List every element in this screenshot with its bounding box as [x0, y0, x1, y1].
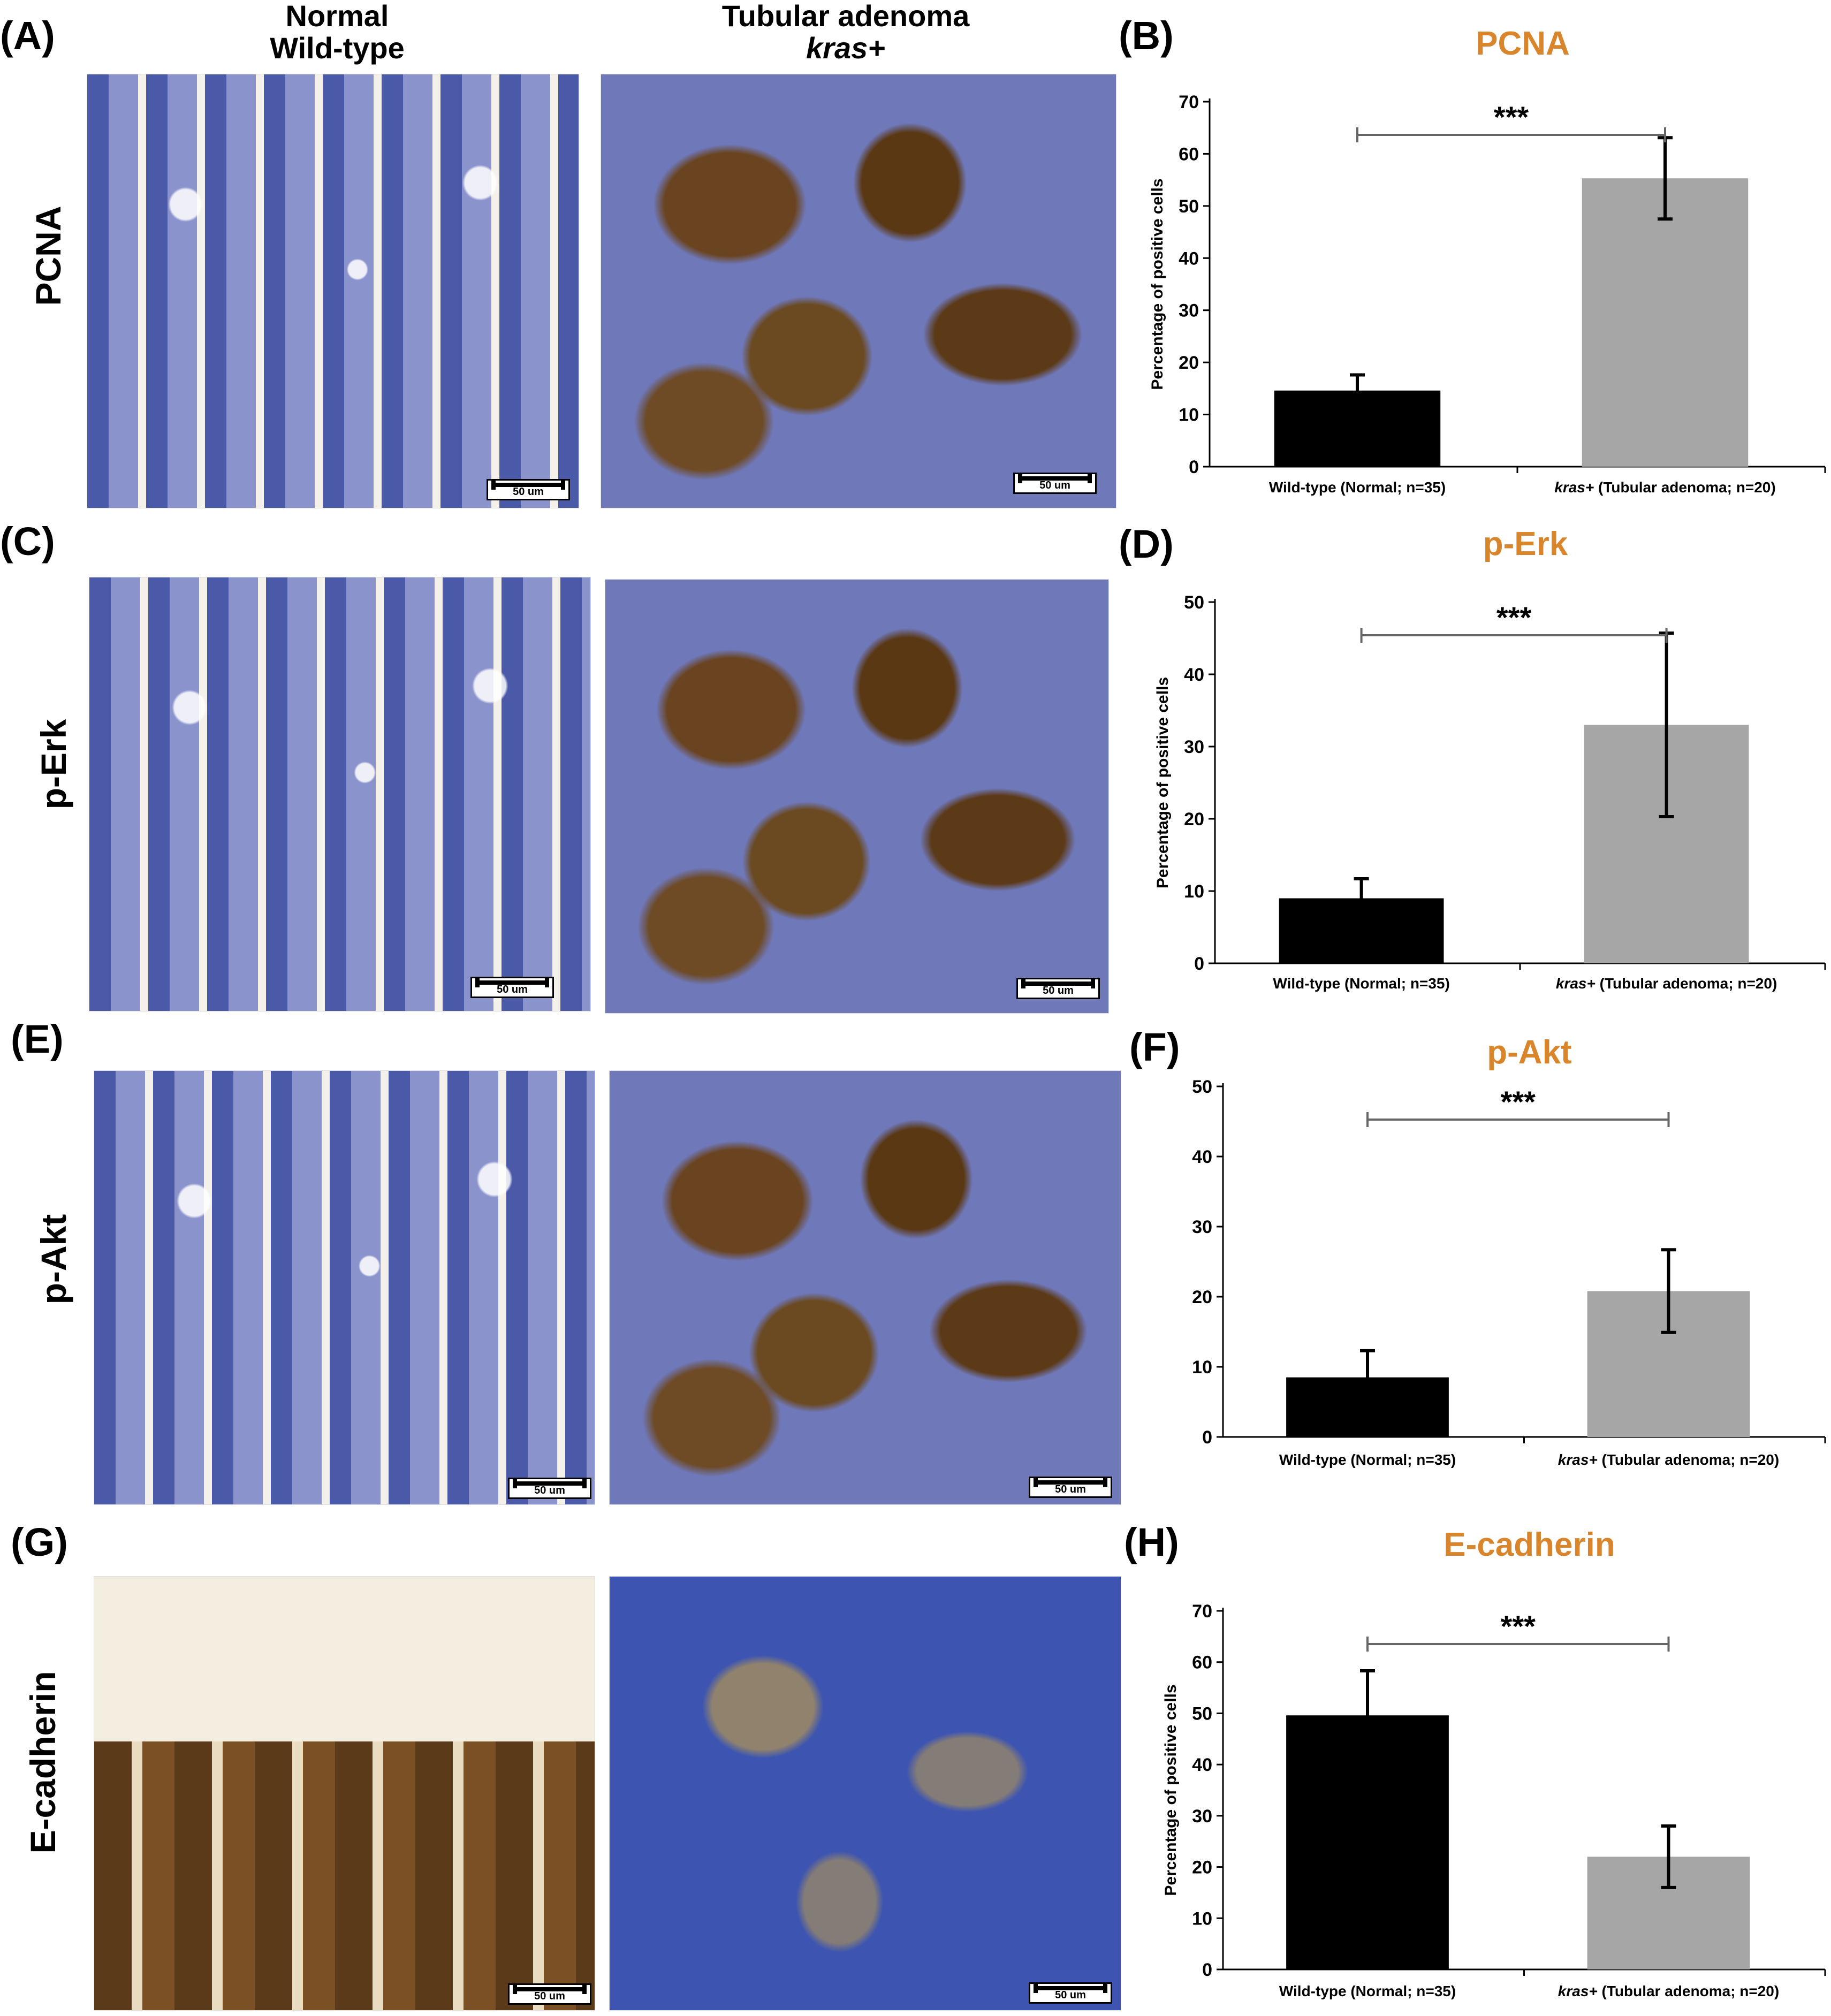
- y-tick-label: 50: [1179, 196, 1199, 217]
- y-tick-label: 30: [1184, 737, 1204, 757]
- y-tick-label: 50: [1184, 592, 1204, 613]
- y-tick-label: 0: [1194, 954, 1204, 974]
- scale-bar-label: 50 um: [1043, 985, 1074, 996]
- row-label-ecadherin: E-cadherin: [23, 1671, 63, 1854]
- scale-bar: 50 um: [1029, 1477, 1112, 1498]
- y-tick-label: 10: [1184, 881, 1204, 902]
- scale-bar-label: 50 um: [534, 1990, 565, 2002]
- y-tick-label: 40: [1192, 1147, 1212, 1167]
- column-title-normal: Normal Wild-type: [209, 0, 466, 65]
- panel-label-g: (G): [11, 1520, 68, 1564]
- y-tick-label: 70: [1179, 92, 1199, 112]
- panel-label-a: (A): [0, 13, 55, 58]
- chart-title: p-Akt: [1487, 1034, 1571, 1071]
- micrograph-pcna-normal: 50 um: [87, 74, 579, 508]
- chart-title: E-cadherin: [1443, 1526, 1615, 1563]
- category-label: Wild-type (Normal; n=35): [1269, 479, 1446, 496]
- y-tick-label: 40: [1192, 1755, 1212, 1775]
- y-tick-label: 30: [1192, 1806, 1212, 1827]
- y-tick-label: 50: [1192, 1077, 1212, 1097]
- y-tick-label: 10: [1192, 1908, 1212, 1929]
- column-title-normal-line2: Wild-type: [270, 31, 405, 65]
- y-axis-label: Percentage of positive cells: [1149, 178, 1166, 390]
- panel-label-e: (E): [11, 1017, 64, 1061]
- micrograph-pakt-adenoma: 50 um: [609, 1070, 1121, 1505]
- micrograph-ecadherin-normal: 50 um: [94, 1576, 595, 2011]
- scale-bar: 50 um: [1029, 1982, 1112, 2004]
- y-tick-label: 70: [1192, 1601, 1212, 1622]
- y-tick-label: 30: [1192, 1217, 1212, 1237]
- y-tick-label: 40: [1179, 248, 1199, 269]
- chart-perk: p-Erk Percentage of positive cells 0 10 20 30…: [1135, 522, 1830, 1014]
- chart-pcna-svg: PCNA Percentage of positive cells 0 10 20 30 4…: [1149, 25, 1826, 496]
- row-label-pcna: PCNA: [28, 206, 68, 306]
- chart-pcna: PCNA Percentage of positive cells 0 10 20 30 4…: [1135, 21, 1830, 514]
- y-tick-label: 10: [1192, 1357, 1212, 1378]
- micrograph-pakt-normal: 50 um: [94, 1070, 595, 1505]
- chart-pakt: p-Akt 0 10 20 30 40 50 *** Wild-type (Normal; n=…: [1135, 1030, 1830, 1512]
- scale-bar-label: 50 um: [534, 1485, 565, 1496]
- bar-kras: [1582, 178, 1749, 467]
- column-title-adenoma-line2: kras+: [806, 31, 885, 65]
- y-tick-label: 10: [1179, 405, 1199, 425]
- category-label: kras+ (Tubular adenoma; n=20): [1558, 1983, 1779, 1999]
- chart-ecadherin: E-cadherin Percentage of positive cells 0 1…: [1135, 1523, 1830, 2013]
- scale-bar-label: 50 um: [497, 984, 528, 995]
- category-label: kras+ (Tubular adenoma; n=20): [1556, 975, 1777, 992]
- y-tick-label: 30: [1179, 301, 1199, 321]
- chart-ecadherin-svg: E-cadherin Percentage of positive cells 0 1…: [1162, 1526, 1826, 1999]
- micrograph-perk-normal: 50 um: [89, 577, 591, 1011]
- scale-bar: 50 um: [508, 1983, 591, 2005]
- significance-label: ***: [1501, 1085, 1536, 1119]
- scale-bar: 50 um: [1013, 473, 1097, 494]
- panel-label-h: (H): [1124, 1520, 1179, 1564]
- significance-label: ***: [1496, 600, 1532, 634]
- panel-label-b: (B): [1119, 13, 1174, 58]
- y-tick-label: 0: [1202, 1427, 1212, 1448]
- significance-label: ***: [1494, 100, 1529, 134]
- y-axis-label: Percentage of positive cells: [1154, 677, 1172, 888]
- scale-bar-label: 50 um: [1039, 480, 1070, 491]
- micrograph-perk-adenoma: 50 um: [605, 579, 1109, 1014]
- y-axis-label: Percentage of positive cells: [1162, 1684, 1180, 1896]
- chart-pakt-svg: p-Akt 0 10 20 30 40 50 *** Wild-type (Normal; n=…: [1192, 1034, 1826, 1468]
- y-tick-label: 0: [1189, 457, 1199, 477]
- chart-perk-svg: p-Erk Percentage of positive cells 0 10 20 30…: [1154, 526, 1826, 992]
- y-tick-label: 20: [1192, 1287, 1212, 1307]
- scale-bar: 50 um: [1016, 978, 1100, 999]
- category-label: kras+ (Tubular adenoma; n=20): [1554, 479, 1775, 496]
- y-tick-label: 60: [1179, 144, 1199, 164]
- y-tick-label: 20: [1192, 1858, 1212, 1878]
- category-label: Wild-type (Normal; n=35): [1279, 1983, 1456, 1999]
- significance-label: ***: [1501, 1609, 1536, 1643]
- category-label: kras+ (Tubular adenoma; n=20): [1558, 1451, 1779, 1468]
- column-title-normal-line1: Normal: [285, 0, 389, 33]
- y-tick-label: 60: [1192, 1653, 1212, 1673]
- column-title-adenoma-line1: Tubular adenoma: [721, 0, 970, 33]
- category-label: Wild-type (Normal; n=35): [1273, 975, 1449, 992]
- y-tick-label: 20: [1179, 353, 1199, 373]
- y-tick-label: 50: [1192, 1703, 1212, 1724]
- chart-title: PCNA: [1476, 25, 1570, 62]
- scale-bar: 50 um: [487, 479, 570, 500]
- row-label-perk: p-Erk: [34, 719, 73, 810]
- category-label: Wild-type (Normal; n=35): [1279, 1451, 1456, 1468]
- panel-label-d: (D): [1119, 522, 1174, 566]
- panel-label-c: (C): [0, 519, 55, 564]
- micrograph-pcna-adenoma: 50 um: [601, 74, 1116, 508]
- scale-bar: 50 um: [470, 977, 554, 998]
- panel-label-f: (F): [1129, 1025, 1180, 1069]
- chart-title: p-Erk: [1483, 526, 1568, 562]
- scale-bar-label: 50 um: [1055, 1484, 1086, 1495]
- scale-bar: 50 um: [508, 1478, 591, 1499]
- y-tick-label: 40: [1184, 665, 1204, 685]
- scale-bar-label: 50 um: [1055, 1989, 1086, 2001]
- y-tick-label: 20: [1184, 809, 1204, 830]
- micrograph-ecadherin-adenoma: 50 um: [609, 1576, 1121, 2011]
- row-label-pakt: p-Akt: [34, 1214, 73, 1305]
- column-title-adenoma: Tubular adenoma kras+: [685, 0, 1006, 65]
- scale-bar-label: 50 um: [513, 486, 544, 498]
- y-tick-label: 0: [1202, 1960, 1212, 1980]
